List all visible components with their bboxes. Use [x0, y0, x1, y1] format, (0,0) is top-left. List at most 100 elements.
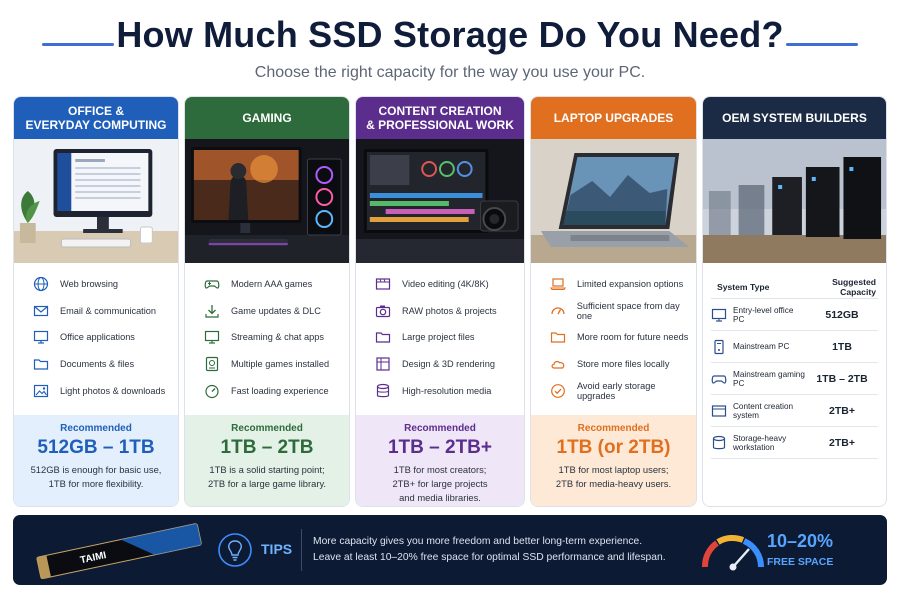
- rec-desc-line: 512GB is enough for basic use,: [30, 464, 162, 475]
- page-subtitle: Choose the right capacity for the way yo…: [254, 64, 646, 81]
- folder-icon: [549, 328, 567, 346]
- rec-desc: 1TB is a solid starting point; 2TB for a…: [185, 463, 349, 491]
- rec-desc-line: and media libraries.: [399, 492, 481, 503]
- card-gaming: GAMING: [184, 96, 350, 507]
- card-oem-title: OEM SYSTEM BUILDERS: [722, 111, 867, 125]
- cube-icon: [374, 355, 392, 373]
- feature-item: Light photos & downloads: [14, 377, 178, 404]
- tips-line: More capacity gives you more freedom and…: [313, 536, 643, 547]
- page-title: How Much SSD Storage Do You Need?: [116, 14, 784, 55]
- feature-label: Avoid early storage upgrades: [576, 380, 656, 401]
- table-row: Content creation system 2TB+: [711, 395, 878, 427]
- card-gaming-title: GAMING: [242, 111, 292, 125]
- card-office-header: OFFICE & EVERYDAY COMPUTING: [14, 97, 178, 139]
- card-creation-features: Video editing (4K/8K) RAW photos & proje…: [356, 271, 524, 404]
- stack-icon: [203, 355, 221, 373]
- feature-item: Email & communication: [14, 298, 178, 325]
- card-office-title-2: EVERYDAY COMPUTING: [25, 118, 167, 132]
- card-gaming-features: Modern AAA games Game updates & DLC Stre…: [185, 271, 349, 404]
- table-row: Mainstream PC 1TB: [711, 331, 878, 363]
- feature-label: Large project files: [402, 332, 475, 343]
- rec-label: Recommended: [404, 423, 476, 434]
- rec-desc-line: 1TB for most laptop users;: [558, 464, 669, 475]
- oem-col-capacity: Suggested Capacity: [832, 276, 876, 297]
- film-icon: [374, 275, 392, 293]
- gamepad-icon: [711, 371, 727, 387]
- rec-desc-line: 2TB+ for large projects: [392, 478, 488, 489]
- oem-row-capacity: 2TB+: [829, 436, 855, 449]
- card-laptop-title: LAPTOP UPGRADES: [553, 111, 674, 125]
- cards-container: OFFICE & EVERYDAY COMPUTING: [13, 96, 887, 507]
- card-laptop-recommendation: Recommended 1TB (or 2TB) 1TB for most la…: [531, 415, 696, 506]
- feature-label: Modern AAA games: [231, 279, 313, 290]
- feature-item: More room for future needs: [531, 324, 696, 351]
- card-gaming-header: GAMING: [185, 97, 349, 139]
- rec-value: 1TB – 2TB: [220, 437, 314, 458]
- download-icon: [203, 302, 221, 320]
- oem-row-capacity: 2TB+: [829, 404, 855, 417]
- tips-banner: TAIMI TIPS More capacity gives you more …: [13, 515, 887, 585]
- ssd-image: TAIMI: [23, 521, 208, 580]
- card-gaming-image: [185, 139, 349, 263]
- oem-row-capacity: 1TB – 2TB: [816, 372, 868, 385]
- feature-label: Fast loading experience: [231, 385, 329, 396]
- feature-item: RAW photos & projects: [356, 298, 524, 325]
- gauge-icon: [549, 302, 567, 320]
- feature-item: Modern AAA games: [185, 271, 349, 298]
- monitor-icon: [203, 328, 221, 346]
- card-gaming-recommendation: Recommended 1TB – 2TB 1TB is a solid sta…: [185, 415, 349, 506]
- rec-value: 1TB (or 2TB): [556, 437, 671, 458]
- feature-label: Documents & files: [60, 359, 135, 370]
- cloud-icon: [549, 355, 567, 373]
- feature-label: Sufficient space from day one: [576, 300, 680, 321]
- title-rule-right: [786, 43, 858, 46]
- card-oem: OEM SYSTEM BUILDERS System Type Suggeste…: [702, 96, 887, 507]
- feature-label: More room for future needs: [577, 332, 689, 343]
- folder-icon: [32, 355, 50, 373]
- card-creation-title-2: & PROFESSIONAL WORK: [366, 118, 514, 132]
- oem-table: System Type Suggested Capacity Entry-lev…: [703, 275, 886, 459]
- card-office-features: Web browsing Email & communication Offic…: [14, 271, 178, 404]
- rec-desc-line: 1TB for most creators;: [393, 464, 487, 475]
- rec-label: Recommended: [577, 423, 650, 434]
- oem-row-type: Entry-level office PC: [733, 305, 794, 324]
- feature-label: Multiple games installed: [231, 359, 330, 370]
- card-office: OFFICE & EVERYDAY COMPUTING: [13, 96, 179, 507]
- database-icon: [711, 435, 727, 451]
- feature-label: Light photos & downloads: [60, 385, 166, 396]
- feature-label: Video editing (4K/8K): [402, 279, 489, 290]
- feature-item: Streaming & chat apps: [185, 324, 349, 351]
- check-circle-icon: [549, 382, 567, 400]
- folder-icon: [374, 328, 392, 346]
- feature-item: Large project files: [356, 324, 524, 351]
- rec-label: Recommended: [60, 423, 132, 434]
- feature-label: Store more files locally: [577, 359, 670, 370]
- rec-desc-line: 2TB for media-heavy users.: [555, 478, 672, 489]
- tower-icon: [711, 339, 727, 355]
- monitor-icon: [32, 328, 50, 346]
- rec-desc: 1TB for most creators; 2TB+ for large pr…: [356, 463, 524, 505]
- laptop-icon: [549, 275, 567, 293]
- card-oem-header: OEM SYSTEM BUILDERS: [703, 97, 886, 139]
- card-laptop-image: [531, 139, 696, 263]
- title-rule-left: [42, 43, 114, 46]
- card-laptop-header: LAPTOP UPGRADES: [531, 97, 696, 139]
- feature-item: Design & 3D rendering: [356, 351, 524, 378]
- oem-col-system-type: System Type: [717, 281, 770, 292]
- feature-item: Video editing (4K/8K): [356, 271, 524, 298]
- oem-row-type: Mainstream PC: [733, 342, 790, 351]
- feature-label: High-resolution media: [402, 385, 492, 396]
- envelope-icon: [32, 302, 50, 320]
- desktop-icon: [711, 307, 727, 323]
- camera-icon: [374, 302, 392, 320]
- tips-line: Leave at least 10–20% free space for opt…: [313, 552, 666, 563]
- card-creation-header: CONTENT CREATION & PROFESSIONAL WORK: [356, 97, 524, 139]
- card-office-recommendation: Recommended 512GB – 1TB 512GB is enough …: [14, 415, 178, 506]
- table-row: Storage-heavy workstation 2TB+: [711, 427, 878, 459]
- oem-row-type: Content creation system: [733, 401, 794, 420]
- feature-item: Sufficient space from day one: [531, 298, 696, 325]
- feature-label: Design & 3D rendering: [402, 359, 495, 370]
- feature-item: Avoid early storage upgrades: [531, 377, 696, 404]
- card-creation-title-1: CONTENT CREATION: [378, 104, 502, 118]
- oem-row-type: Mainstream gaming PC: [733, 369, 805, 388]
